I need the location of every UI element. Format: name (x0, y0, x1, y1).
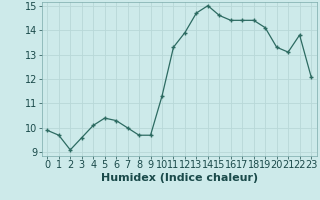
X-axis label: Humidex (Indice chaleur): Humidex (Indice chaleur) (100, 173, 258, 183)
